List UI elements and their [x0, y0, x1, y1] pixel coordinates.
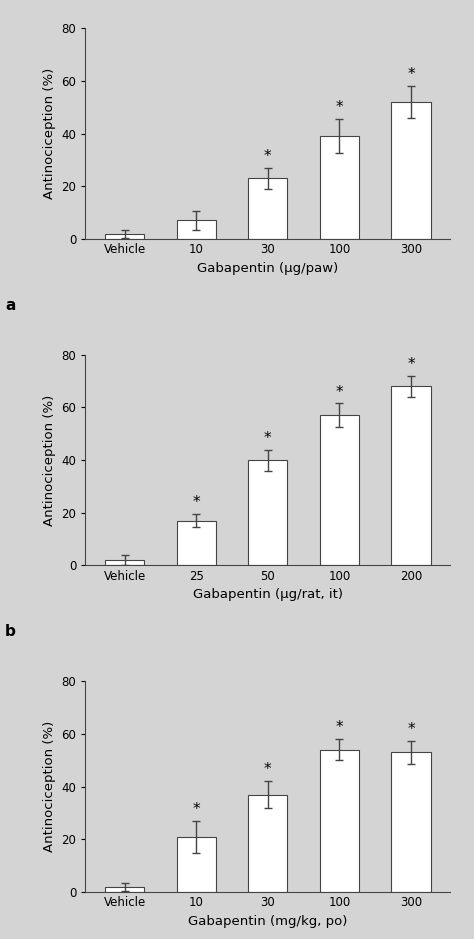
Y-axis label: Antinociception (%): Antinociception (%) — [43, 721, 56, 853]
X-axis label: Gabapentin (μg/paw): Gabapentin (μg/paw) — [197, 262, 338, 274]
Text: *: * — [407, 357, 415, 372]
Text: *: * — [336, 720, 343, 735]
Text: *: * — [336, 385, 343, 399]
Y-axis label: Antinociception (%): Antinociception (%) — [43, 394, 56, 526]
Text: *: * — [336, 100, 343, 115]
Bar — [176, 837, 216, 892]
Text: *: * — [192, 802, 200, 817]
Bar — [105, 234, 145, 239]
X-axis label: Gabapentin (μg/rat, it): Gabapentin (μg/rat, it) — [193, 588, 343, 601]
Text: a: a — [5, 298, 15, 313]
Bar — [391, 386, 430, 565]
Bar — [391, 752, 430, 892]
Bar — [176, 221, 216, 239]
Text: *: * — [264, 431, 272, 446]
Text: *: * — [407, 68, 415, 82]
Text: b: b — [5, 624, 16, 639]
X-axis label: Gabapentin (mg/kg, po): Gabapentin (mg/kg, po) — [188, 915, 347, 928]
Text: *: * — [407, 722, 415, 737]
Bar — [391, 102, 430, 239]
Bar — [319, 136, 359, 239]
Y-axis label: Antinociception (%): Antinociception (%) — [43, 68, 56, 199]
Bar — [105, 561, 145, 565]
Bar — [105, 886, 145, 892]
Bar — [248, 794, 288, 892]
Bar — [319, 415, 359, 565]
Text: *: * — [264, 148, 272, 163]
Bar — [176, 521, 216, 565]
Text: *: * — [264, 762, 272, 777]
Text: *: * — [192, 495, 200, 510]
Bar — [319, 750, 359, 892]
Bar — [248, 460, 288, 565]
Bar — [248, 178, 288, 239]
